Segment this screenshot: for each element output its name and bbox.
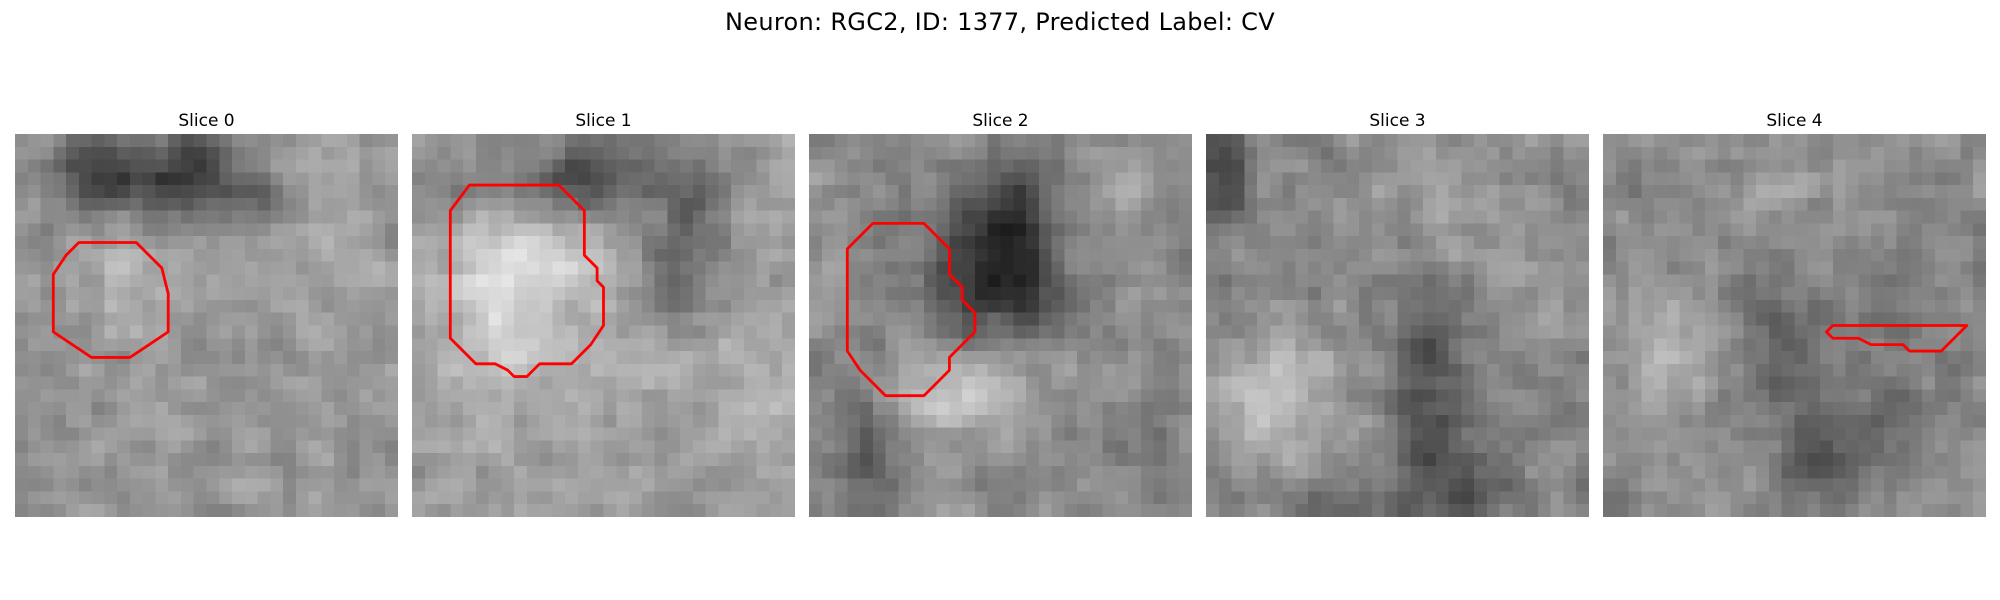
slice-title-4: Slice 4 [1766,111,1823,131]
slice-image-1 [412,134,795,517]
slice-panel-3: Slice 3 [1206,108,1589,517]
slice-image-2 [809,134,1192,517]
slice-panel-0: Slice 0 [15,108,398,517]
slice-panel-1: Slice 1 [412,108,795,517]
slice-image-0 [15,134,398,517]
roi-outline-4 [1825,324,1969,353]
roi-outline-1 [448,183,605,378]
roi-outline-0 [51,241,170,359]
figure-title: Neuron: RGC2, ID: 1377, Predicted Label:… [725,8,1275,36]
slice-title-0: Slice 0 [178,111,235,131]
slice-image-3 [1206,134,1589,517]
roi-outline-2 [845,221,977,398]
slice-title-3: Slice 3 [1369,111,1426,131]
slice-panel-2: Slice 2 [809,108,1192,517]
slice-image-4 [1603,134,1986,517]
slice-title-1: Slice 1 [575,111,632,131]
slice-title-2: Slice 2 [972,111,1029,131]
slice-panel-4: Slice 4 [1603,108,1986,517]
